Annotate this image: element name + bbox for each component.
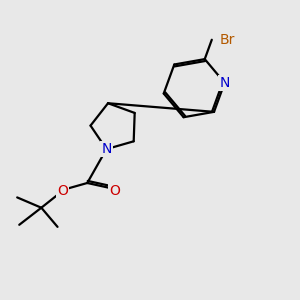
Text: Br: Br bbox=[220, 33, 236, 47]
Text: N: N bbox=[101, 142, 112, 156]
Text: O: O bbox=[109, 184, 120, 198]
Text: O: O bbox=[57, 184, 68, 198]
Text: N: N bbox=[219, 76, 230, 90]
